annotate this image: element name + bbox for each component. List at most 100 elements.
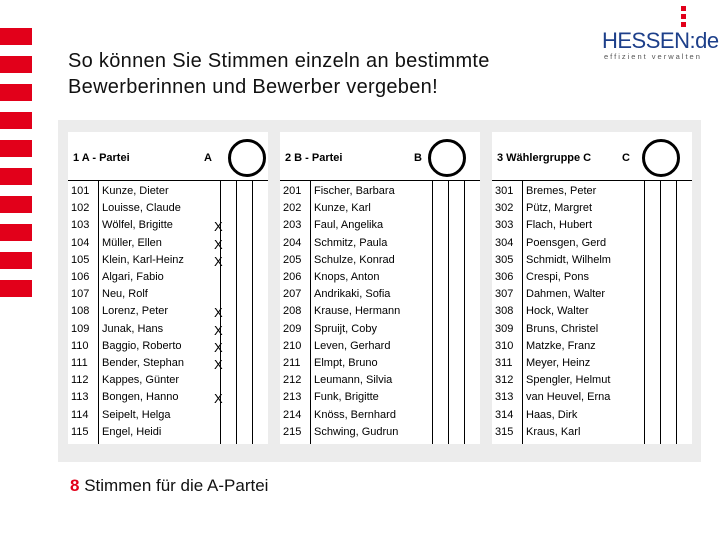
party-vote-circle[interactable] (228, 139, 266, 177)
candidate-name: Knops, Anton (314, 271, 380, 283)
party-name: 1 A - Partei (73, 152, 130, 164)
ballot-paper: 1 A - Partei A 101 Kunze, Dieter 102 Louiss… (58, 120, 701, 462)
party-letter: A (204, 152, 212, 164)
candidate-row[interactable]: 112 Kappes, Günter (68, 373, 268, 390)
candidate-row[interactable]: 314 Haas, Dirk (492, 408, 692, 425)
candidate-number: 306 (495, 271, 514, 283)
vote-mark[interactable]: X (214, 253, 223, 269)
candidate-number: 314 (495, 408, 514, 421)
candidate-row[interactable]: 201 Fischer, Barbara (280, 184, 480, 201)
candidate-row[interactable]: 202 Kunze, Karl (280, 201, 480, 218)
party-letter: B (414, 152, 422, 164)
column-header: 1 A - Partei A (68, 132, 268, 181)
vote-mark[interactable]: X (214, 236, 223, 252)
candidate-row[interactable]: 307 Dahmen, Walter (492, 287, 692, 304)
candidate-row[interactable]: 113 Bongen, Hanno X (68, 390, 268, 407)
candidate-row[interactable]: 213 Funk, Brigitte (280, 390, 480, 407)
candidate-number: 203 (283, 219, 302, 232)
candidate-row[interactable]: 303 Flach, Hubert (492, 218, 692, 235)
divider (644, 180, 645, 444)
candidate-row[interactable]: 306 Crespi, Pons (492, 270, 692, 287)
candidate-row[interactable]: 106 Algari, Fabio (68, 270, 268, 287)
candidate-name: Bongen, Hanno (102, 391, 179, 404)
candidate-row[interactable]: 206 Knops, Anton (280, 270, 480, 287)
candidate-row[interactable]: 110 Baggio, Roberto X (68, 339, 268, 356)
divider (252, 180, 253, 444)
vote-mark[interactable]: X (214, 391, 223, 407)
logo-wordmark: HESSEN:de (602, 28, 719, 53)
candidate-name: Andrikaki, Sofia (314, 288, 391, 301)
candidate-row[interactable]: 207 Andrikaki, Sofia (280, 287, 480, 304)
candidate-number: 201 (283, 185, 302, 197)
divider (522, 180, 523, 444)
candidate-name: Spengler, Helmut (526, 374, 611, 387)
candidate-row[interactable]: 211 Elmpt, Bruno (280, 356, 480, 373)
candidate-row[interactable]: 103 Wölfel, Brigitte X (68, 218, 268, 235)
candidate-row[interactable]: 304 Poensgen, Gerd (492, 236, 692, 253)
candidate-row[interactable]: 209 Spruijt, Coby (280, 322, 480, 339)
candidate-row[interactable]: 101 Kunze, Dieter (68, 184, 268, 201)
candidate-row[interactable]: 210 Leven, Gerhard (280, 339, 480, 356)
party-vote-circle[interactable] (642, 139, 680, 177)
candidate-number: 312 (495, 374, 514, 387)
candidate-name: Poensgen, Gerd (526, 236, 607, 249)
divider (220, 180, 221, 444)
candidate-number: 204 (283, 236, 302, 249)
candidate-row[interactable]: 212 Leumann, Silvia (280, 373, 480, 390)
candidate-row[interactable]: 315 Kraus, Karl (492, 425, 692, 442)
candidate-row[interactable]: 102 Louisse, Claude (68, 201, 268, 218)
candidate-row[interactable]: 208 Krause, Hermann (280, 304, 480, 321)
candidate-row[interactable]: 108 Lorenz, Peter X (68, 304, 268, 321)
vote-mark[interactable]: X (214, 357, 223, 372)
candidate-row[interactable]: 302 Pütz, Margret (492, 201, 692, 218)
candidate-number: 213 (283, 391, 302, 404)
candidate-row[interactable]: 301 Bremes, Peter (492, 184, 692, 201)
candidate-number: 308 (495, 305, 514, 318)
ballot-column-b: 2 B - Partei B 201 Fischer, Barbara 202 Kun… (280, 132, 480, 444)
candidate-row[interactable]: 203 Faul, Angelika (280, 218, 480, 235)
party-letter: C (622, 152, 630, 164)
candidate-number: 303 (495, 219, 514, 232)
candidate-row[interactable]: 109 Junak, Hans X (68, 322, 268, 339)
vote-mark[interactable]: X (214, 322, 223, 338)
candidate-row[interactable]: 310 Matzke, Franz (492, 339, 692, 356)
candidate-name: Dahmen, Walter (526, 288, 606, 301)
candidate-name: Junak, Hans (102, 322, 164, 335)
candidate-row[interactable]: 308 Hock, Walter (492, 304, 692, 321)
candidate-number: 205 (283, 253, 302, 266)
candidate-number: 105 (71, 253, 90, 266)
party-vote-circle[interactable] (428, 139, 466, 177)
candidate-name: Lorenz, Peter (102, 305, 169, 318)
vote-mark[interactable]: X (214, 339, 223, 355)
candidate-row[interactable]: 309 Bruns, Christel (492, 322, 692, 339)
candidate-number: 304 (495, 236, 514, 249)
candidate-row[interactable]: 111 Bender, Stephan X (68, 356, 268, 373)
candidate-name: Pütz, Margret (526, 202, 593, 215)
candidate-name: Kappes, Günter (102, 374, 180, 387)
candidate-name: Kraus, Karl (526, 425, 581, 438)
candidate-name: Crespi, Pons (526, 271, 589, 283)
candidate-row[interactable]: 311 Meyer, Heinz (492, 356, 692, 373)
vote-mark[interactable]: X (214, 219, 223, 235)
candidate-row[interactable]: 214 Knöss, Bernhard (280, 408, 480, 425)
candidate-number: 103 (71, 219, 90, 232)
vote-mark[interactable]: X (214, 305, 223, 321)
candidate-row[interactable]: 115 Engel, Heidi (68, 425, 268, 442)
candidate-row[interactable]: 305 Schmidt, Wilhelm (492, 253, 692, 270)
candidate-row[interactable]: 205 Schulze, Konrad (280, 253, 480, 270)
logo-dots-icon (681, 6, 687, 30)
candidate-row[interactable]: 107 Neu, Rolf (68, 287, 268, 304)
candidate-row[interactable]: 215 Schwing, Gudrun (280, 425, 480, 442)
candidate-number: 102 (71, 202, 90, 215)
candidate-number: 315 (495, 425, 514, 438)
candidate-number: 301 (495, 185, 514, 197)
candidate-row[interactable]: 312 Spengler, Helmut (492, 373, 692, 390)
candidate-row[interactable]: 204 Schmitz, Paula (280, 236, 480, 253)
candidate-row[interactable]: 105 Klein, Karl-Heinz X (68, 253, 268, 270)
candidate-number: 106 (71, 271, 90, 283)
candidate-row[interactable]: 114 Seipelt, Helga (68, 408, 268, 425)
candidate-row[interactable]: 104 Müller, Ellen X (68, 236, 268, 253)
candidate-name: Schulze, Konrad (314, 253, 395, 266)
candidate-row[interactable]: 313 van Heuvel, Erna (492, 390, 692, 407)
party-name: 3 Wählergruppe C (497, 152, 592, 164)
